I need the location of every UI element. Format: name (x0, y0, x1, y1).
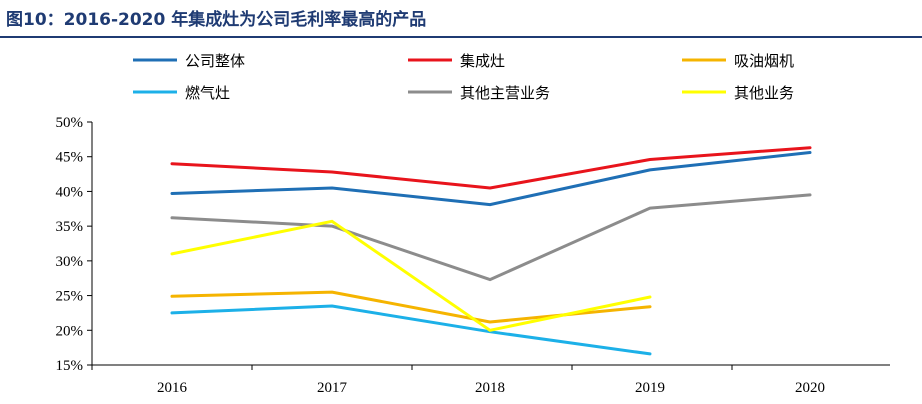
series-layer (170, 146, 812, 356)
legend-label: 集成灶 (460, 52, 505, 70)
title-underline (0, 36, 922, 38)
x-tick-label: 2019 (635, 380, 665, 396)
legend-label: 其他业务 (734, 84, 794, 102)
axes: 50% 45% 40% 35% 30% 25% 20% 15% 2016 2017 2018 2019… (56, 115, 890, 396)
series-line (170, 146, 812, 190)
legend-label: 吸油烟机 (734, 52, 794, 70)
y-tick-label: 15% (56, 358, 84, 374)
y-tick-label: 30% (56, 254, 84, 270)
series-line (170, 304, 652, 356)
y-tick-label: 25% (56, 289, 84, 305)
series-line (170, 219, 652, 332)
x-tick-label: 2016 (157, 380, 188, 396)
y-tick-label: 35% (56, 219, 84, 235)
y-tick-label: 20% (56, 323, 84, 339)
chart-title: 图10：2016-2020 年集成灶为公司毛利率最高的产品 (6, 10, 427, 30)
series-line (170, 151, 812, 207)
y-tick-label: 45% (56, 150, 84, 166)
y-tick-label: 40% (56, 184, 84, 200)
legend-label: 公司整体 (185, 52, 245, 70)
x-tick-label: 2018 (475, 380, 505, 396)
x-tick-label: 2020 (795, 380, 825, 396)
legend-label: 燃气灶 (185, 84, 230, 102)
y-tick-label: 50% (56, 115, 84, 131)
x-tick-label: 2017 (317, 380, 348, 396)
legend-label: 其他主营业务 (460, 84, 550, 102)
series-line (170, 193, 812, 282)
